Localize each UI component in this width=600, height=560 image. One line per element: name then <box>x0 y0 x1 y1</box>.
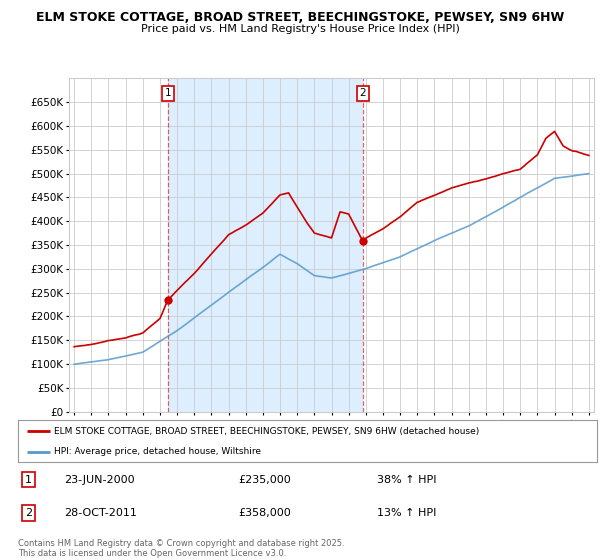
Text: 1: 1 <box>25 474 32 484</box>
Text: 13% ↑ HPI: 13% ↑ HPI <box>377 508 436 518</box>
Text: 28-OCT-2011: 28-OCT-2011 <box>64 508 137 518</box>
Text: £235,000: £235,000 <box>238 474 291 484</box>
Text: Contains HM Land Registry data © Crown copyright and database right 2025.
This d: Contains HM Land Registry data © Crown c… <box>18 539 344 558</box>
Text: £358,000: £358,000 <box>238 508 291 518</box>
Text: HPI: Average price, detached house, Wiltshire: HPI: Average price, detached house, Wilt… <box>54 447 261 456</box>
Text: 2: 2 <box>359 88 366 99</box>
Text: ELM STOKE COTTAGE, BROAD STREET, BEECHINGSTOKE, PEWSEY, SN9 6HW: ELM STOKE COTTAGE, BROAD STREET, BEECHIN… <box>36 11 564 24</box>
Text: ELM STOKE COTTAGE, BROAD STREET, BEECHINGSTOKE, PEWSEY, SN9 6HW (detached house): ELM STOKE COTTAGE, BROAD STREET, BEECHIN… <box>54 427 479 436</box>
Text: 1: 1 <box>164 88 172 99</box>
Text: 38% ↑ HPI: 38% ↑ HPI <box>377 474 436 484</box>
Text: Price paid vs. HM Land Registry's House Price Index (HPI): Price paid vs. HM Land Registry's House … <box>140 24 460 34</box>
Bar <box>168 78 363 412</box>
Text: 2: 2 <box>25 508 32 518</box>
Text: 23-JUN-2000: 23-JUN-2000 <box>64 474 135 484</box>
